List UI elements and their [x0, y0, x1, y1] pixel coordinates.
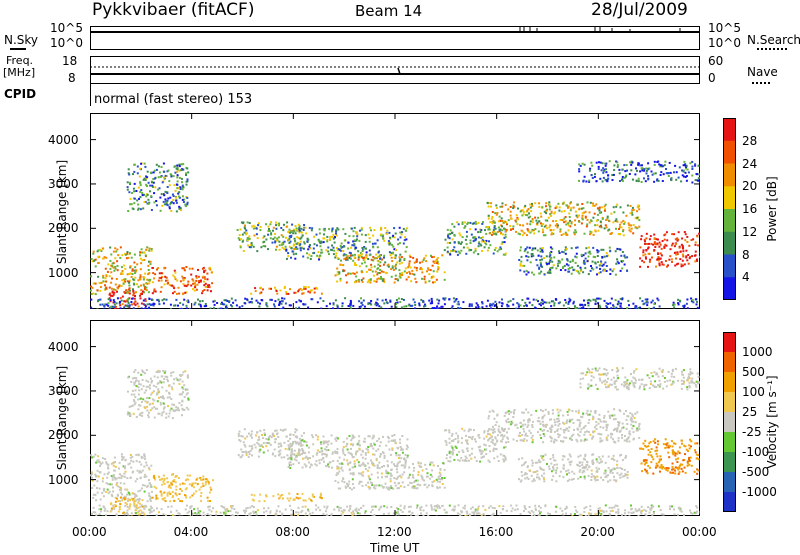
- power-plot: [90, 113, 700, 309]
- beam-label: Beam 14: [355, 4, 422, 19]
- power-colorbar-svg: [723, 118, 736, 300]
- velocity-ytick-label: 4000: [48, 341, 79, 353]
- cpid-label: CPID: [4, 88, 36, 100]
- power-colorbar-tick: 16: [742, 203, 757, 215]
- nsky-label: N.Sky: [4, 34, 38, 46]
- nsearch-label: N.Search: [747, 34, 800, 46]
- power-ytick-label: 2000: [48, 222, 79, 234]
- velocity-colorbar-segment: [723, 432, 736, 453]
- velocity-colorbar-tick: -25: [742, 426, 762, 438]
- power-colorbar-tick: 28: [742, 135, 757, 147]
- power-ytick-label: 1000: [48, 267, 79, 279]
- nave-tick-top: 60: [708, 55, 723, 67]
- velocity-plot: [90, 320, 700, 516]
- power-colorbar-tick: 8: [742, 249, 750, 261]
- station-title: Pykkvibaer (fitACF): [92, 2, 254, 19]
- nsky-right-tick-top: 10^5: [708, 22, 741, 34]
- freq-label-line1: Freq.: [6, 55, 33, 66]
- velocity-ylabel: Slant Range [km]: [56, 366, 68, 470]
- x-tick-label: 16:00: [479, 526, 514, 538]
- power-ytick-label: 4000: [48, 134, 79, 146]
- velocity-colorbar-tick: 500: [742, 366, 765, 378]
- nsky-frame: [91, 27, 700, 50]
- freq-panel: [90, 56, 700, 84]
- velocity-colorbar-label: Velocity [m s⁻¹]: [766, 375, 778, 468]
- velocity-ytick-label: 2000: [48, 429, 79, 441]
- power-colorbar-segment: [723, 232, 736, 255]
- power-colorbar-segment: [723, 255, 736, 278]
- freq-tick-top: 18: [62, 55, 77, 67]
- velocity-heatmap: [90, 320, 700, 516]
- velocity-colorbar-tick: 100: [742, 386, 765, 398]
- velocity-colorbar-segment: [723, 452, 736, 473]
- velocity-ytick-label: 3000: [48, 385, 79, 397]
- nsky-left-tick-bottom: 10^0: [50, 37, 83, 49]
- nsearch-legend-line: [757, 48, 787, 50]
- cpid-text: normal (fast stereo) 153: [94, 93, 252, 106]
- velocity-colorbar-segment: [723, 332, 736, 353]
- power-colorbar-tick: 24: [742, 158, 757, 170]
- velocity-colorbar-segment: [723, 492, 736, 512]
- nsky-legend-line: [10, 48, 26, 50]
- nave-legend-line: [752, 82, 770, 84]
- power-ylabel: Slant Range [km]: [56, 160, 68, 264]
- velocity-ytick-label: 1000: [48, 474, 79, 486]
- nsky-left-tick-top: 10^5: [50, 22, 83, 34]
- velocity-colorbar-svg: [723, 332, 736, 512]
- velocity-colorbar-segment: [723, 472, 736, 493]
- date-label: 28/Jul/2009: [591, 2, 688, 19]
- x-tick-label: 04:00: [174, 526, 209, 538]
- power-colorbar-tick: 20: [742, 180, 757, 192]
- velocity-colorbar-segment: [723, 392, 736, 413]
- velocity-colorbar: [723, 332, 736, 512]
- power-colorbar: [723, 118, 736, 300]
- velocity-colorbar-tick: -1000: [742, 486, 777, 498]
- power-colorbar-tick: 4: [742, 271, 750, 283]
- power-colorbar-segment: [723, 164, 736, 187]
- velocity-colorbar-segment: [723, 412, 736, 433]
- x-tick-label: 00:00: [72, 526, 107, 538]
- freq-frame: [91, 57, 700, 84]
- power-heatmap: [90, 113, 700, 309]
- x-tick-label: 08:00: [275, 526, 310, 538]
- velocity-colorbar-segment: [723, 352, 736, 373]
- velocity-colorbar-tick: 25: [742, 406, 757, 418]
- nave-tick-bottom: 0: [708, 72, 716, 84]
- velocity-colorbar-segment: [723, 372, 736, 393]
- power-colorbar-segment: [723, 141, 736, 164]
- power-ytick-label: 3000: [48, 178, 79, 190]
- freq-label-line2: [MHz]: [3, 67, 35, 78]
- power-colorbar-segment: [723, 277, 736, 300]
- power-colorbar-segment: [723, 209, 736, 232]
- power-colorbar-tick: 12: [742, 226, 757, 238]
- power-colorbar-segment: [723, 118, 736, 141]
- velocity-colorbar-tick: 1000: [742, 346, 773, 358]
- power-colorbar-label: Power [dB]: [766, 176, 778, 241]
- freq-tick-bottom: 8: [68, 72, 76, 84]
- x-axis-label: Time UT: [370, 542, 419, 554]
- x-tick-label: 00:00: [682, 526, 717, 538]
- x-tick-label: 12:00: [377, 526, 412, 538]
- nsky-right-tick-bottom: 10^0: [708, 37, 741, 49]
- x-tick-label: 20:00: [580, 526, 615, 538]
- nsky-panel: [90, 26, 700, 50]
- power-colorbar-segment: [723, 186, 736, 209]
- cpid-divider: [90, 84, 91, 106]
- nave-label: Nave: [747, 66, 778, 78]
